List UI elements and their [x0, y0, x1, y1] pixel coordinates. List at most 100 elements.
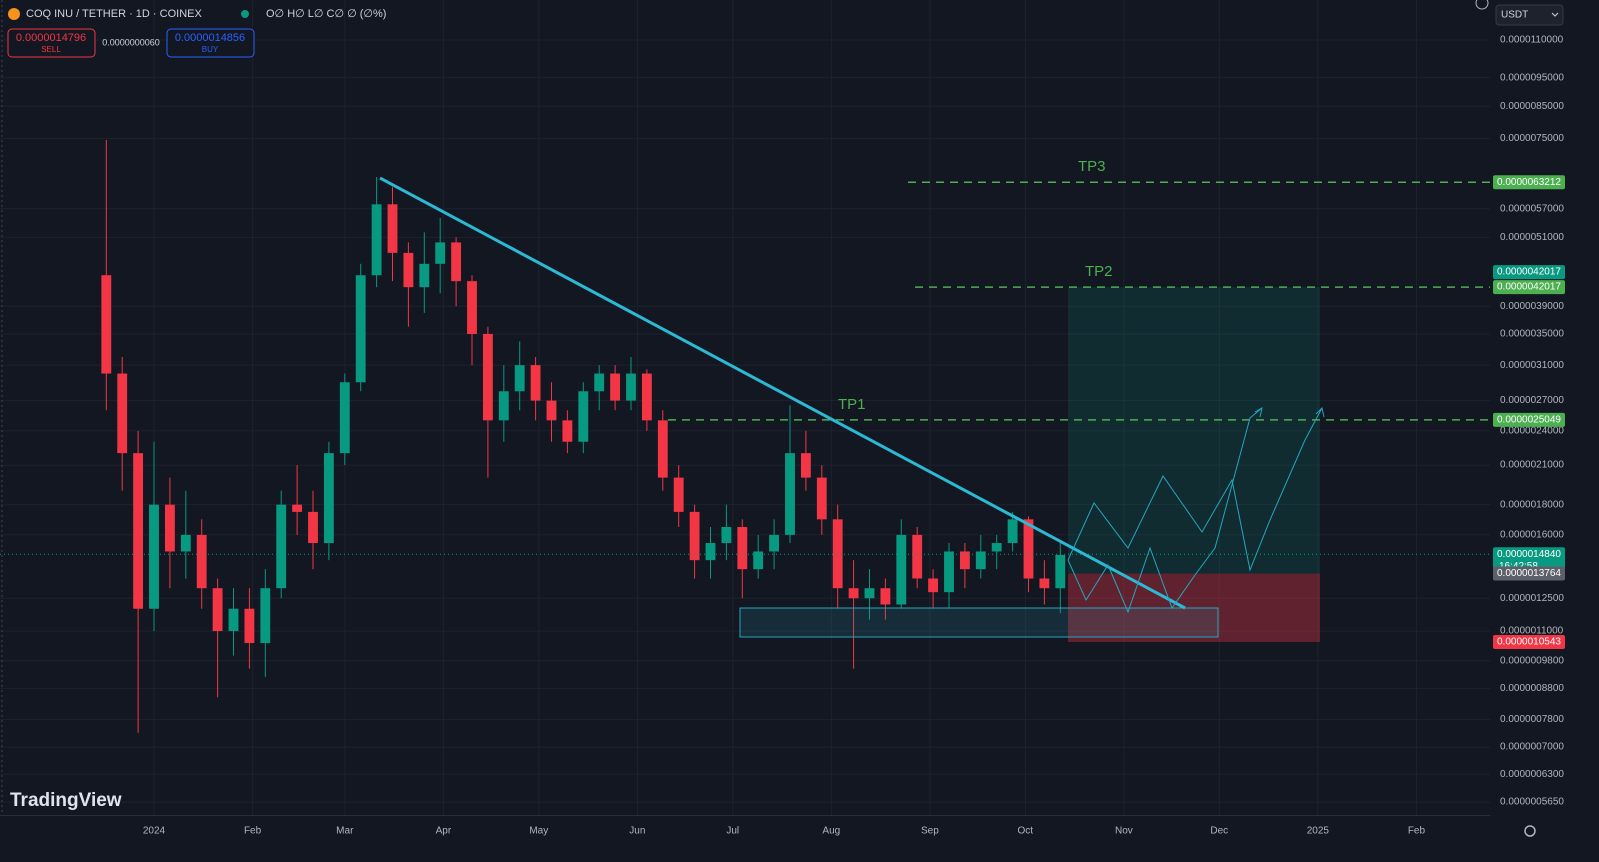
- price-marker: [1493, 566, 1565, 581]
- y-tick-label: 0.0000007000: [1500, 742, 1564, 753]
- candle-body: [212, 588, 223, 632]
- price-marker-label: 0.0000042017: [1497, 282, 1561, 293]
- x-tick-label: Apr: [436, 826, 452, 837]
- settings-button[interactable]: [1524, 825, 1536, 837]
- plot: TP3 TP2 TP1: [0, 140, 1490, 733]
- y-tick-label: 0.0000027000: [1500, 395, 1564, 406]
- candle-body: [800, 453, 811, 478]
- y-tick-label: 0.0000024000: [1500, 425, 1564, 436]
- candle-body: [594, 373, 605, 392]
- y-tick-label: 0.0000005650: [1500, 797, 1564, 808]
- y-tick-label: 0.0000021000: [1500, 460, 1564, 471]
- y-tick-label: 0.0000016000: [1500, 530, 1564, 541]
- x-tick-label: Sep: [921, 826, 939, 837]
- candle-body: [944, 551, 954, 593]
- candle-body: [180, 534, 191, 552]
- sell-label: SELL: [41, 45, 61, 54]
- candle-body: [403, 252, 414, 288]
- candle-body: [164, 504, 175, 552]
- ohlc-legend: O∅ H∅ L∅ C∅ ∅ (∅%): [266, 8, 386, 20]
- candle-body: [737, 526, 748, 570]
- currency-select[interactable]: [1495, 4, 1564, 26]
- candle-body: [228, 608, 239, 632]
- symbol-logo: [8, 8, 20, 20]
- y-tick-label: 0.0000008800: [1500, 683, 1564, 694]
- arrow-head: [1315, 407, 1325, 418]
- arrow-head: [1254, 407, 1263, 418]
- add-button[interactable]: [1475, 0, 1489, 10]
- x-tick-label: Aug: [822, 826, 840, 837]
- sell-price: 0.0000014796: [16, 32, 86, 44]
- candle-body: [991, 543, 1002, 552]
- candle-body: [1039, 578, 1050, 589]
- candle-body: [975, 551, 986, 570]
- candle-body: [1055, 554, 1066, 589]
- candle-body: [689, 511, 700, 561]
- price-marker-label: 0.0000025049: [1497, 414, 1561, 425]
- candle-body: [292, 504, 303, 512]
- candle-body: [276, 504, 287, 589]
- y-tick-label: 0.0000085000: [1500, 101, 1564, 112]
- price-axis: 0.0000110000 0.0000095000 0.0000085000 0.00…: [1490, 0, 1599, 862]
- candle-body: [673, 477, 684, 512]
- dropdown-caret: [1551, 12, 1559, 17]
- x-tick-label: Feb: [1408, 826, 1426, 837]
- spread: 0.0000000060: [102, 37, 160, 47]
- candle-body: [928, 578, 939, 593]
- y-tick-label: 0.0000011000: [1500, 626, 1564, 637]
- y-tick-label: 0.0000007800: [1500, 714, 1564, 725]
- candle-body: [482, 333, 493, 421]
- candle-body: [387, 204, 398, 253]
- candle-body: [562, 420, 573, 442]
- target-label: TP3: [1078, 158, 1106, 175]
- buy-label: BUY: [202, 45, 219, 54]
- price-marker: [1493, 412, 1565, 427]
- candle-body: [514, 365, 525, 392]
- candle-body: [769, 534, 780, 552]
- y-tick-label: 0.0000057000: [1500, 203, 1564, 214]
- price-marker: [1493, 634, 1565, 649]
- candle-body: [498, 391, 509, 421]
- candle-body: [848, 588, 859, 599]
- candle-body: [260, 588, 271, 644]
- y-tick-label: 0.0000009800: [1500, 655, 1564, 666]
- candle-body: [959, 551, 970, 570]
- price-marker-label: 0.0000013764: [1497, 568, 1561, 579]
- status-dot: [241, 10, 249, 18]
- candle-body: [323, 453, 334, 544]
- price-marker: [1493, 265, 1565, 280]
- price-marker-label: 0.0000042017: [1497, 267, 1561, 278]
- axis-background: [1490, 0, 1599, 862]
- candle-body: [753, 551, 764, 570]
- candle-body: [435, 242, 446, 264]
- candle-body: [896, 534, 907, 605]
- candle-body: [149, 504, 159, 609]
- candle-body: [832, 519, 843, 589]
- y-tick-label: 0.0000012500: [1500, 593, 1564, 604]
- price-marker-label: 0.0000063212: [1497, 177, 1561, 188]
- candle-body: [1023, 519, 1034, 579]
- x-tick-label: 2024: [143, 826, 166, 837]
- buy-button[interactable]: [166, 28, 255, 58]
- candle-body: [308, 511, 318, 544]
- y-tick-label: 0.0000031000: [1500, 360, 1564, 371]
- price-marker: [1493, 280, 1565, 295]
- candle-body: [864, 588, 875, 599]
- x-tick-label: Feb: [244, 826, 262, 837]
- countdown: 16:42:58: [1499, 561, 1538, 572]
- x-tick-label: Nov: [1115, 826, 1133, 837]
- candle-body: [705, 543, 716, 561]
- target-label: TP2: [1085, 263, 1113, 280]
- candle-body: [578, 391, 589, 442]
- candle-body: [641, 373, 652, 421]
- candle-body: [816, 477, 827, 520]
- candle-body: [1007, 519, 1018, 544]
- price-marker-label: 0.0000010543: [1497, 637, 1561, 648]
- currency: USDT: [1501, 10, 1528, 21]
- candle-body: [244, 608, 255, 644]
- sell-button[interactable]: [7, 28, 96, 58]
- candle-body: [371, 204, 382, 276]
- price-marker: [1493, 175, 1565, 190]
- candle-body: [101, 275, 112, 374]
